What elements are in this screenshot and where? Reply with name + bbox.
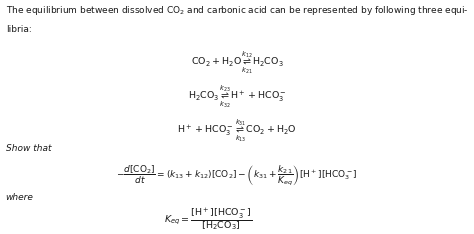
Text: where: where	[6, 193, 34, 202]
Text: libria:: libria:	[6, 25, 31, 33]
Text: $\mathrm{CO_2 + H_2O} \underset{k_{21}}{\overset{k_{12}}{\rightleftharpoons}} \m: $\mathrm{CO_2 + H_2O} \underset{k_{21}}{…	[191, 49, 283, 76]
Text: Show that: Show that	[6, 144, 51, 153]
Text: The equilibrium between dissolved CO$_2$ and carbonic acid can be represented by: The equilibrium between dissolved CO$_2$…	[6, 4, 468, 17]
Text: $\mathrm{H_2CO_3} \underset{k_{32}}{\overset{k_{23}}{\rightleftharpoons}} \mathr: $\mathrm{H_2CO_3} \underset{k_{32}}{\ove…	[188, 83, 286, 110]
Text: $K_{eq} = \dfrac{[\mathrm{H^+}][\mathrm{HCO_3^-}]}{[\mathrm{H_2CO_3}]}$: $K_{eq} = \dfrac{[\mathrm{H^+}][\mathrm{…	[164, 207, 253, 233]
Text: $-\dfrac{d[\mathrm{CO_2}]}{dt} = (k_{13} + k_{12})[\mathrm{CO_2}] - \left(k_{31}: $-\dfrac{d[\mathrm{CO_2}]}{dt} = (k_{13}…	[116, 164, 358, 188]
Text: $\mathrm{H^+ + HCO_3^-} \underset{k_{13}}{\overset{k_{31}}{\rightleftharpoons}} : $\mathrm{H^+ + HCO_3^-} \underset{k_{13}…	[177, 117, 297, 144]
